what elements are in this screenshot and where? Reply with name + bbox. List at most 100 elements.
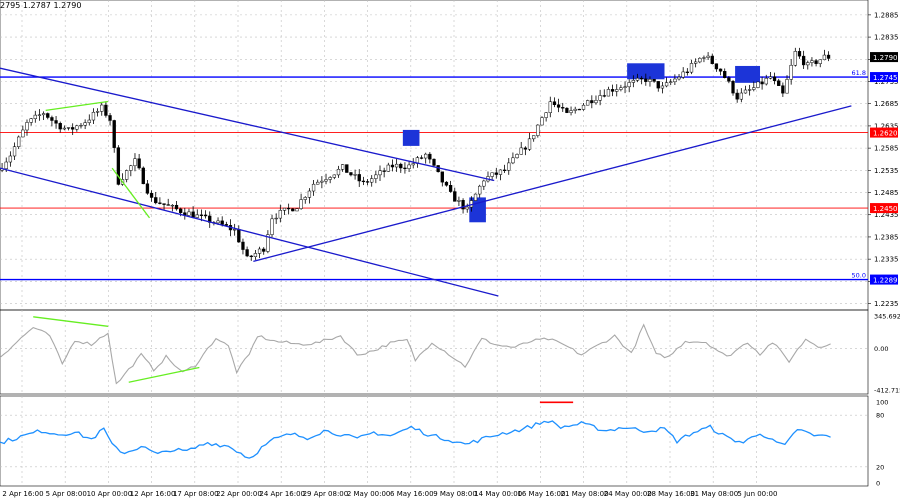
cci-divergence-line [128, 366, 200, 383]
candle-body [561, 107, 565, 109]
candle-body [806, 62, 810, 66]
candle-body [361, 180, 366, 183]
candle-body [814, 60, 818, 64]
cci-tick-label: 345.6926 [874, 313, 900, 321]
candle-body [216, 220, 220, 224]
candle-body [565, 107, 569, 113]
candle-body [299, 199, 303, 209]
candle-body [602, 95, 606, 97]
candle-body [756, 81, 760, 88]
candle-body [403, 167, 407, 170]
candle-body [307, 190, 312, 198]
candle-body [731, 81, 735, 94]
candle-body [158, 202, 162, 204]
candle-body [29, 118, 33, 123]
candle-body [515, 154, 519, 159]
candle-body [328, 177, 332, 180]
candle-body [274, 217, 278, 220]
time-label: 28 May 16:00 [647, 490, 695, 498]
candle-body [95, 111, 100, 113]
candle-body [129, 165, 133, 171]
candle-body [253, 253, 258, 258]
candle-body [669, 81, 673, 83]
candle-body [660, 85, 665, 89]
highlight-boxes [402, 63, 761, 223]
candle-body [752, 87, 756, 90]
candle-body [245, 249, 249, 257]
candle-body [598, 95, 602, 101]
support-trend-line [253, 105, 852, 262]
candle-body [556, 104, 561, 108]
candle-body [448, 185, 453, 192]
candle-body [233, 229, 237, 231]
price-tick-label: 1.2685 [874, 100, 899, 108]
candle-body [237, 229, 241, 243]
candle-body [282, 207, 287, 211]
rsi-panel [0, 401, 868, 468]
candle-body [91, 111, 96, 121]
candle-body [685, 71, 689, 73]
candle-body [552, 101, 557, 105]
candle-body [174, 204, 179, 210]
rsi-tick-label: 20 [876, 463, 884, 471]
time-label: 9 May 08:00 [433, 490, 477, 498]
candle-body [187, 211, 191, 216]
time-label: 2 May 00:00 [347, 490, 391, 498]
candle-body [735, 92, 739, 100]
candle-body [432, 158, 436, 166]
candle-body [797, 51, 802, 57]
divergence-line [111, 167, 151, 219]
candle-body [66, 127, 71, 129]
price-tag-label: 1.2745 [873, 74, 898, 82]
candle-body [723, 71, 727, 78]
candle-body [266, 234, 270, 252]
candle-body [137, 158, 141, 169]
price-tag-label: 1.2790 [873, 54, 898, 62]
candle-body [320, 180, 324, 183]
candle-body [781, 85, 785, 94]
time-label: 22 Apr 00:00 [216, 490, 262, 498]
candle-body [810, 60, 814, 63]
candle-body [606, 89, 611, 97]
candle-body [411, 163, 415, 166]
candle-body [648, 79, 652, 82]
candle-body [116, 147, 121, 185]
candle-body [635, 77, 640, 81]
trend-lines[interactable] [0, 67, 852, 297]
candle-body [569, 110, 573, 113]
ohlc-readout: 2795 1.2787 1.2790 [0, 1, 82, 10]
candle-body [801, 55, 806, 66]
time-label: 24 May 00:00 [604, 490, 652, 498]
candle-body [407, 164, 411, 169]
candle-body [507, 162, 511, 171]
channel-lower-line [0, 167, 499, 297]
candle-body [777, 80, 781, 86]
candle-body [453, 191, 457, 202]
candle-body [336, 169, 341, 176]
candle-body [62, 127, 67, 130]
candle-body [154, 197, 158, 204]
candle-body [789, 64, 793, 80]
candle-body [353, 174, 357, 176]
candle-body [46, 113, 50, 118]
candle-body [365, 181, 370, 183]
candle-body [718, 68, 723, 72]
price-tag-label: 1.2450 [873, 205, 898, 213]
price-tick-label: 1.2885 [874, 11, 899, 19]
price-tick-label: 1.2635 [874, 122, 899, 130]
candle-body [743, 89, 748, 94]
candle-body [179, 208, 183, 213]
candle-body [615, 89, 619, 92]
time-label: 14 May 00:00 [474, 490, 522, 498]
highlight-box [735, 65, 761, 83]
candle-body [640, 77, 644, 80]
fib-level-label: 61.8 [852, 69, 866, 77]
price-tag [870, 203, 898, 214]
rsi-tick-label: 100 [876, 399, 888, 407]
candle-body [577, 108, 582, 111]
candle-body [220, 220, 224, 225]
candle-body [693, 61, 698, 64]
candle-body [191, 211, 195, 218]
time-label: 5 Jun 00:00 [737, 490, 777, 498]
